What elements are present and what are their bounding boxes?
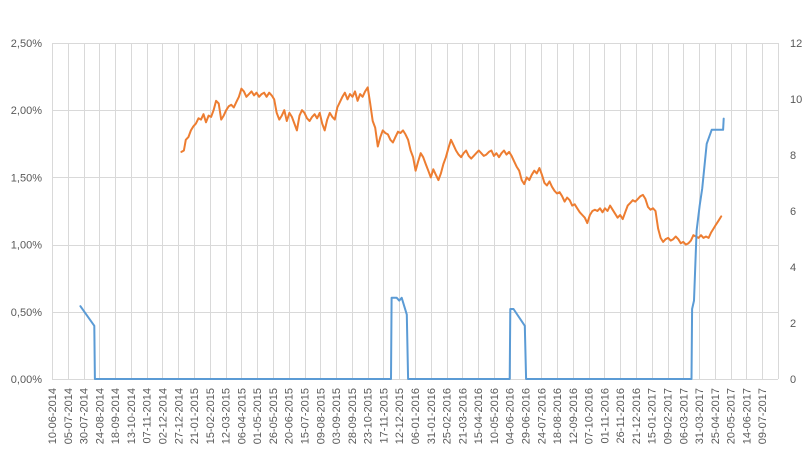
x-axis-tick-label: 26-11-2016 — [615, 388, 627, 443]
x-axis-tick-label: 14-06-2017 — [741, 388, 753, 444]
right-axis-tick-label: 4 — [790, 262, 796, 274]
x-axis-tick-label: 06-03-2017 — [678, 388, 690, 444]
x-axis-tick-label: 01-11-2016 — [599, 388, 611, 443]
x-axis-tick-label: 06-01-2016 — [410, 388, 422, 444]
x-axis-tick-label: 04-06-2016 — [505, 388, 517, 444]
x-axis-tick-label: 15-07-2015 — [300, 388, 312, 444]
right-axis-tick-label: 10 — [790, 94, 802, 106]
right-axis-tick-labels: 0 2 4 6 8 10 12 — [790, 38, 802, 386]
x-axis-tick-label: 17-11-2015 — [378, 388, 390, 443]
x-axis-tick-label: 21-12-2016 — [631, 388, 643, 444]
left-axis-tick-label: 1,00% — [11, 240, 42, 252]
x-axis-tick-label: 20-05-2017 — [726, 388, 738, 444]
left-axis-series-line — [180, 86, 723, 246]
x-axis-tick-label: 12-12-2015 — [394, 388, 406, 444]
x-axis-tick-label: 21-03-2016 — [457, 388, 469, 444]
left-axis-tick-label: 0,00% — [11, 374, 42, 386]
x-axis-tick-label: 12-09-2016 — [568, 388, 580, 444]
x-axis-tick-label: 18-09-2014 — [110, 388, 122, 444]
x-axis-tick-label: 30-07-2014 — [79, 388, 91, 444]
x-axis-tick-label: 27-12-2014 — [173, 388, 185, 444]
right-axis-tick-label: 6 — [790, 206, 796, 218]
x-axis-tick-label: 06-04-2015 — [236, 388, 248, 444]
right-axis-tick-label: 0 — [790, 374, 796, 386]
x-axis-tick-label: 29-06-2016 — [521, 388, 533, 444]
x-axis-tick-label: 15-02-2015 — [205, 388, 217, 444]
right-axis-tick-label: 12 — [790, 38, 802, 50]
series-layer — [79, 86, 725, 380]
x-axis-tick-label: 26-05-2015 — [268, 388, 280, 444]
x-axis-tick-label: 02-12-2014 — [158, 388, 170, 444]
right-axis-tick-label: 8 — [790, 150, 796, 162]
right-axis-series-line — [79, 117, 725, 380]
x-axis-tick-label: 10-05-2016 — [489, 388, 501, 444]
x-axis-tick-label: 18-08-2016 — [552, 388, 564, 444]
x-axis-tick-label: 31-03-2017 — [694, 388, 706, 444]
x-axis-tick-label: 28-09-2015 — [347, 388, 359, 444]
vertical-gridlines — [52, 43, 779, 379]
x-axis-tick-label: 09-07-2017 — [757, 388, 769, 444]
x-axis-tick-label: 23-10-2015 — [363, 388, 375, 444]
x-axis-tick-label: 25-04-2017 — [710, 388, 722, 444]
left-axis-tick-labels: 0,00% 0,50% 1,00% 1,50% 2,00% 2,50% — [11, 38, 42, 386]
x-axis-tick-label: 25-02-2016 — [442, 388, 454, 444]
x-axis-tick-label: 31-01-2016 — [426, 388, 438, 444]
x-axis-tick-labels: 10-06-2014 05-07-2014 30-07-2014 24-08-2014… — [47, 388, 769, 444]
x-axis-tick-label: 01-05-2015 — [252, 388, 264, 444]
x-axis-tick-label: 13-10-2014 — [126, 388, 138, 444]
x-axis-tick-label: 24-07-2016 — [536, 388, 548, 444]
x-axis-tick-label: 12-03-2015 — [221, 388, 233, 444]
x-axis-tick-label: 05-07-2014 — [63, 388, 75, 444]
left-axis-tick-label: 2,00% — [11, 105, 42, 117]
x-axis-tick-label: 15-04-2016 — [473, 388, 485, 444]
x-axis-tick-label: 07-10-2016 — [584, 388, 596, 444]
x-axis-tick-label: 15-01-2017 — [647, 388, 659, 444]
left-axis-tick-label: 2,50% — [11, 38, 42, 50]
x-axis-tick-label: 10-06-2014 — [47, 388, 59, 444]
x-axis-tick-label: 24-08-2014 — [94, 388, 106, 444]
x-axis-tick-label: 07-11-2014 — [142, 388, 154, 443]
x-axis-tick-label: 20-06-2015 — [284, 388, 296, 444]
x-axis-tick-label: 09-08-2015 — [315, 388, 327, 444]
left-axis-tick-label: 1,50% — [11, 172, 42, 184]
x-axis-tick-label: 09-02-2017 — [663, 388, 675, 444]
x-axis-tick-label: 21-01-2015 — [189, 388, 201, 444]
right-axis-tick-label: 2 — [790, 318, 796, 330]
left-axis-tick-label: 0,50% — [11, 307, 42, 319]
x-axis-tick-label: 03-09-2015 — [331, 388, 343, 444]
